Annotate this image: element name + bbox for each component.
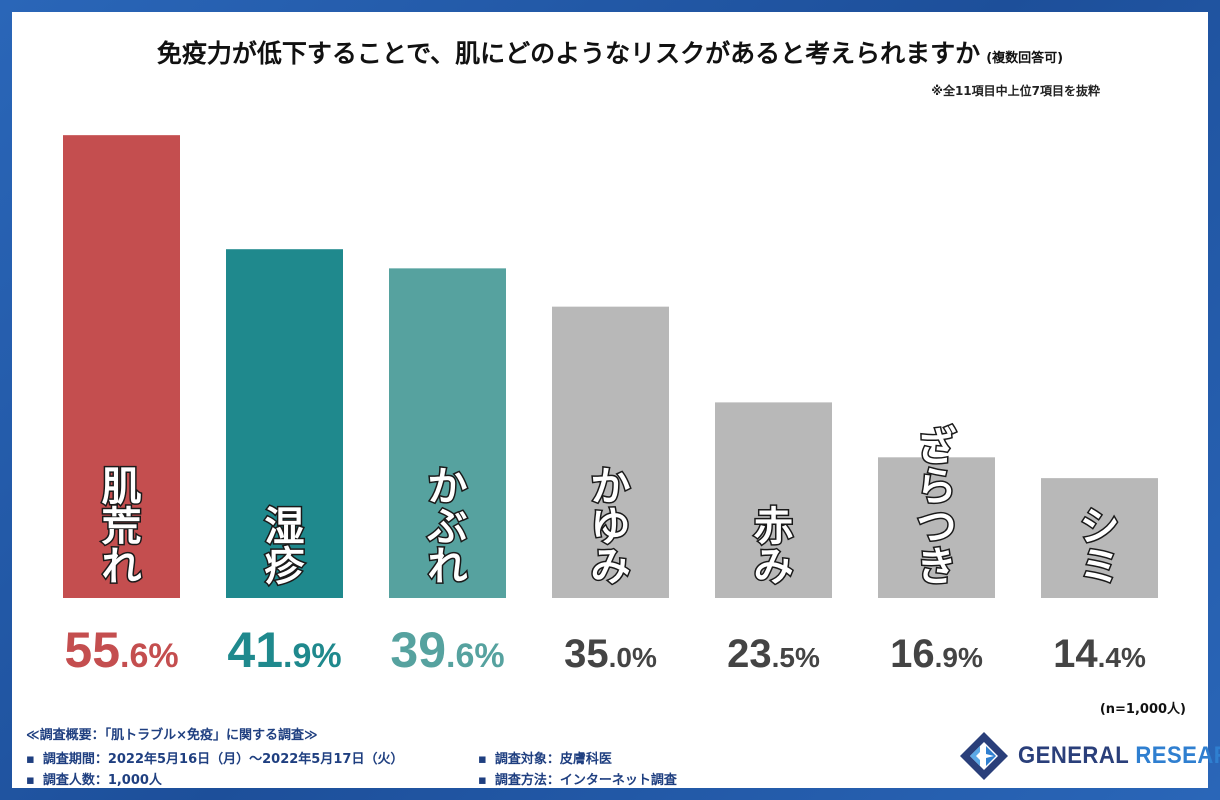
category-label-2: 湿疹 (265, 504, 306, 590)
chart-subtitle: ※全11項目中上位7項目を抜粋 (931, 84, 1100, 98)
value-label-5: 23.5% (727, 632, 820, 676)
chart-title: 免疫力が低下することで、肌にどのようなリスクがあると考えられますか (複数回答可) (12, 34, 1208, 70)
chart-title-text: 免疫力が低下することで、肌にどのようなリスクがあると考えられますか (156, 39, 981, 68)
bar-6 (878, 457, 995, 598)
value-label-4: 35.0% (564, 632, 657, 676)
brand-logo-icon (960, 732, 1008, 780)
survey-period: 調査期間：2022年5月16日（月）～2022年5月17日（火） (26, 748, 404, 767)
survey-heading: ≪調査概要：「肌トラブル×免疫」に関する調査≫ (26, 728, 318, 743)
category-label-1: 肌荒れ (102, 464, 142, 590)
brand-logo: GENERAL RESEARCH (956, 728, 1220, 784)
value-label-6: 16.9% (890, 632, 983, 676)
bar-3 (389, 268, 506, 598)
survey-target: 調査対象：皮膚科医 (478, 748, 612, 767)
value-label-7: 14.4% (1053, 632, 1146, 676)
bar-5 (715, 402, 832, 598)
value-label-1: 55.6% (64, 622, 178, 678)
survey-method: 調査方法：インターネット調査 (478, 769, 677, 788)
chart-panel: 免疫力が低下することで、肌にどのようなリスクがあると考えられますか (複数回答可)… (12, 12, 1220, 788)
category-label-6: ざらつき (917, 424, 957, 590)
brand-name: GENERAL RESEARCH (1018, 742, 1220, 770)
survey-people: 調査人数：1,000人 (26, 769, 162, 788)
chart-title-note: (複数回答可) (986, 51, 1064, 66)
bar-1 (63, 135, 180, 598)
bar-7 (1041, 478, 1158, 598)
sample-size-note: (n=1,000人) (1099, 702, 1186, 717)
bar-chart: 肌荒れ 55.6% 湿疹 41.9% かぶれ 39.6% かゆみ 35.0% 赤み 23.5% ざら… (63, 135, 1158, 678)
category-label-4: かゆみ (591, 464, 631, 590)
value-label-2: 41.9% (227, 622, 341, 678)
category-label-5: 赤み (754, 504, 794, 590)
category-label-7: シミ (1080, 504, 1120, 590)
brand-name-part2: RESEARCH (1135, 742, 1220, 769)
category-label-3: かぶれ (427, 464, 468, 590)
bar-2 (226, 249, 343, 598)
bar-4 (552, 306, 669, 598)
brand-name-part1: GENERAL (1018, 742, 1136, 769)
value-label-3: 39.6% (390, 622, 504, 678)
